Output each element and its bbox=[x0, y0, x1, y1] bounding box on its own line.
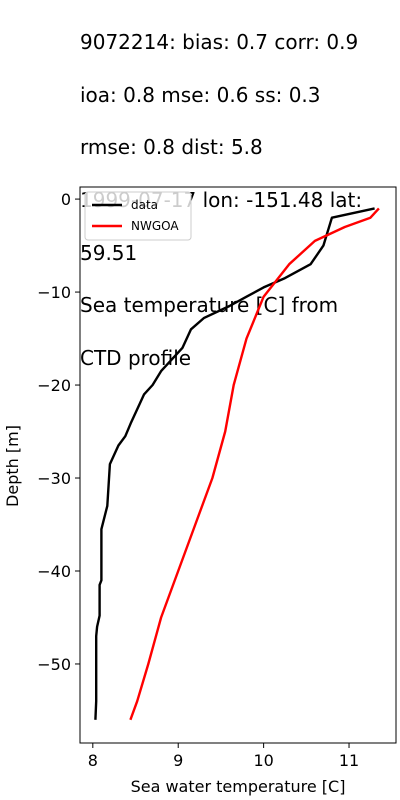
legend: data NWGOA bbox=[84, 191, 192, 241]
x-tick-label: 10 bbox=[253, 751, 273, 770]
title-line: 9072214: bias: 0.7 corr: 0.9 bbox=[80, 30, 359, 55]
y-tick-label: −40 bbox=[37, 562, 71, 581]
x-tick-label: 9 bbox=[173, 751, 183, 770]
y-tick-label: −20 bbox=[37, 376, 71, 395]
series-line-nwgoa bbox=[129, 207, 380, 721]
x-tick-label: 11 bbox=[339, 751, 359, 770]
title-line: 59.51 bbox=[80, 240, 138, 265]
y-axis-label: Depth [m] bbox=[3, 425, 22, 507]
chart-title: 9072214: bias: 0.7 corr: 0.9 ioa: 0.8 ms… bbox=[80, 3, 398, 397]
x-tick-label: 8 bbox=[88, 751, 98, 770]
legend-label-data: data bbox=[131, 198, 158, 212]
title-line: rmse: 0.8 dist: 5.8 bbox=[80, 135, 263, 160]
title-line: ioa: 0.8 mse: 0.6 ss: 0.3 bbox=[80, 82, 321, 107]
y-tick-label: −50 bbox=[37, 655, 71, 674]
y-tick-label: −10 bbox=[37, 283, 71, 302]
axes-frame bbox=[79, 186, 397, 744]
series-layer bbox=[94, 207, 380, 721]
x-axis-label: Sea water temperature [C] bbox=[131, 777, 346, 796]
title-line: Sea temperature [C] from bbox=[80, 293, 339, 318]
y-tick-label: 0 bbox=[61, 190, 71, 209]
series-line-data bbox=[94, 207, 375, 720]
ticks-layer: 8 9 10 11 0 −10 −20 −30 −40 −50 bbox=[37, 190, 359, 770]
y-tick-label: −30 bbox=[37, 469, 71, 488]
legend-label-nwgoa: NWGOA bbox=[131, 219, 179, 233]
